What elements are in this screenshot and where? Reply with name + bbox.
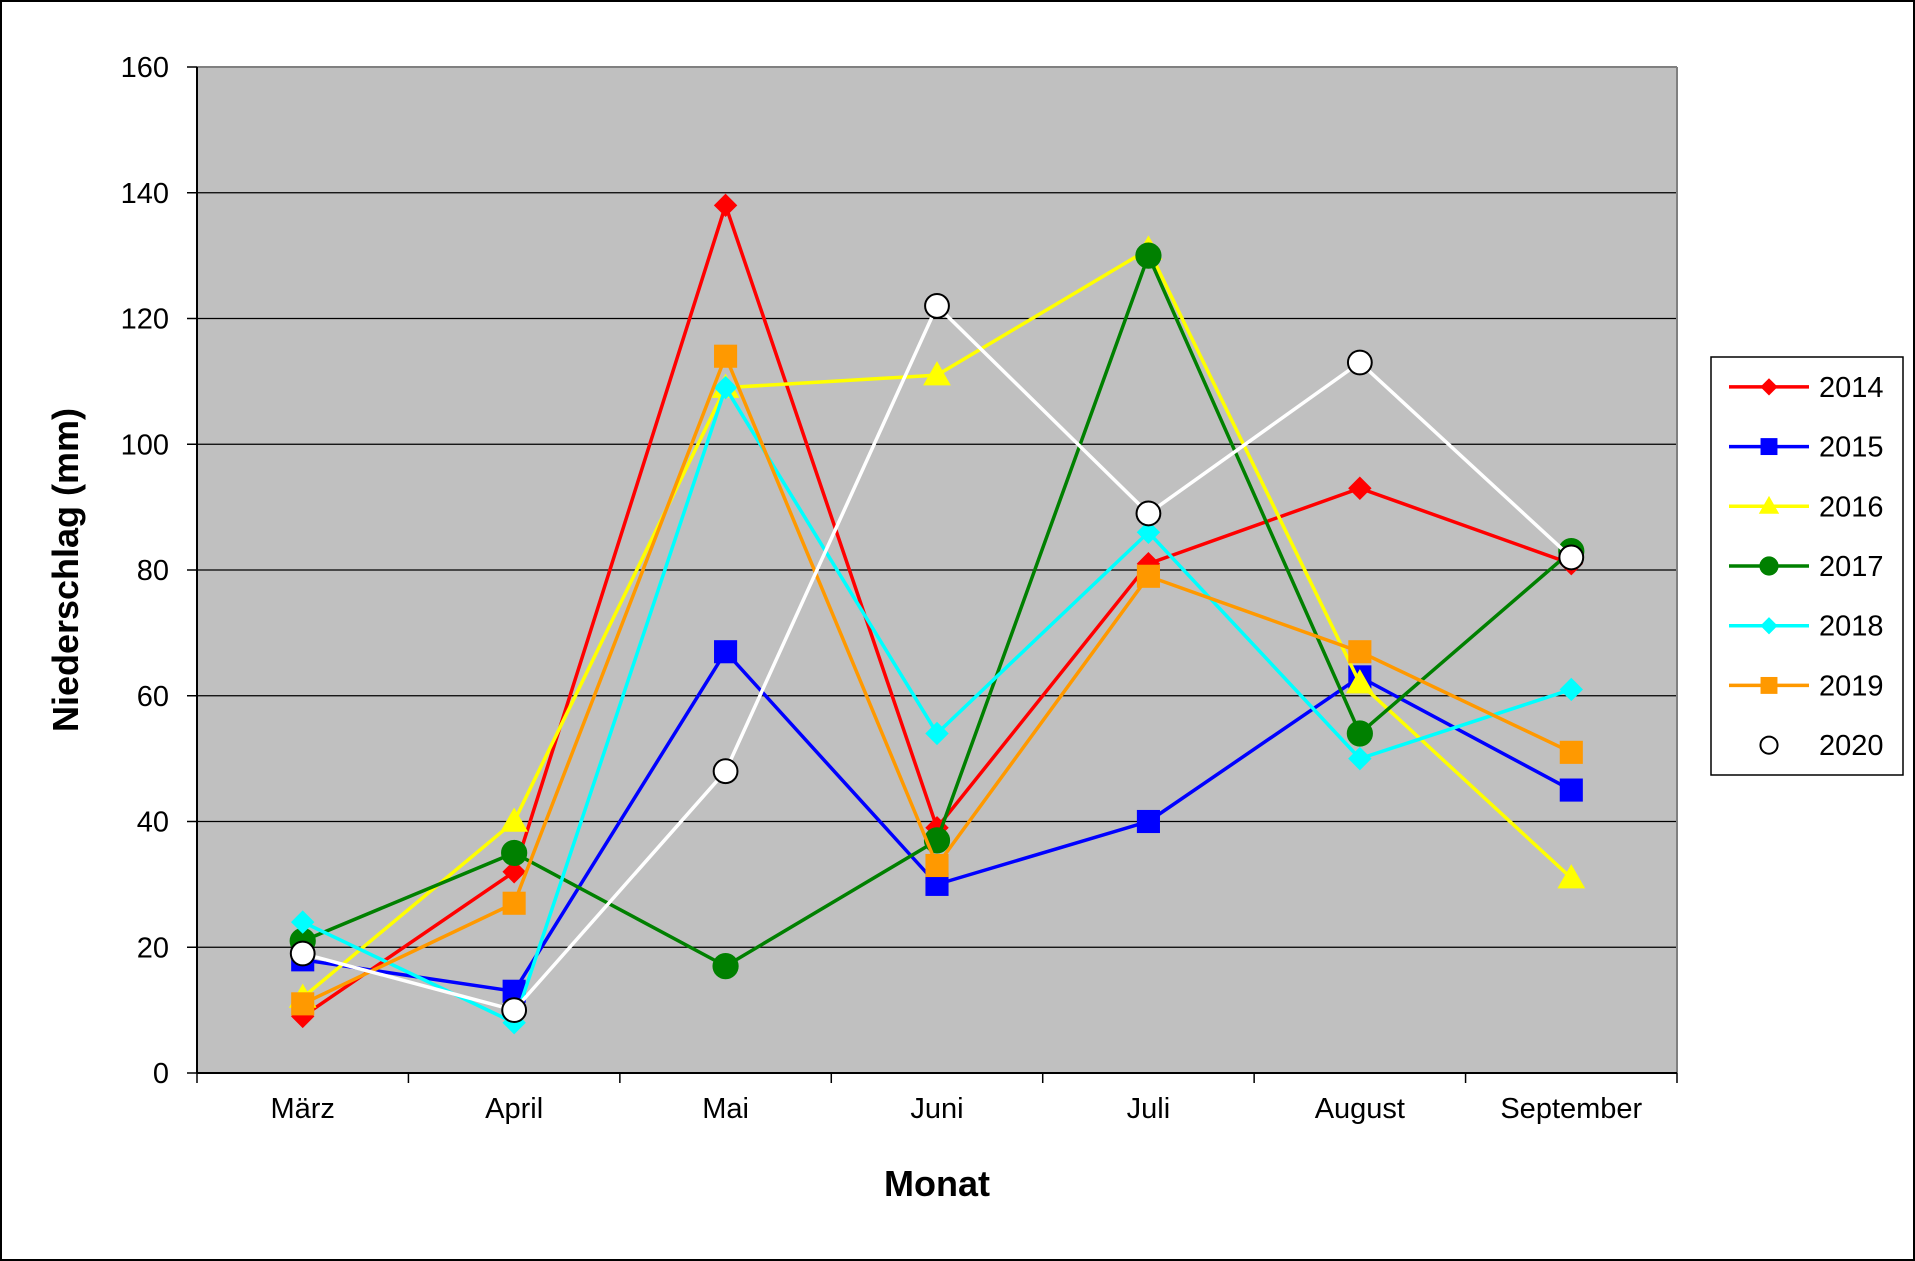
data-point-2020-6 (1558, 544, 1585, 571)
data-point-2014-1 (502, 860, 526, 884)
data-point-2019-0 (291, 992, 315, 1016)
data-point-2020-2 (712, 758, 739, 785)
legend-marker-2017 (1759, 556, 1779, 576)
series-2020 (289, 293, 1585, 1024)
axes (187, 66, 1678, 1083)
data-point-2019-5 (1348, 640, 1372, 664)
legend-marker-2015 (1760, 438, 1778, 456)
legend-item-2017: 2017 (1729, 551, 1884, 583)
legend: 2014 2015 2016 2017 2018 2019 2020 (1710, 356, 1904, 776)
x-tick-label-4: Juli (1127, 1093, 1171, 1125)
legend-item-2020: 2020 (1759, 730, 1884, 762)
data-point-2016-3 (923, 361, 951, 386)
data-point-2019-3 (925, 853, 949, 878)
data-point-2018-0 (291, 910, 315, 934)
data-point-2018-6 (1559, 677, 1583, 702)
legend-marker-2020 (1759, 735, 1779, 755)
y-tick-label-140: 140 (121, 178, 169, 210)
data-point-2014-5 (1348, 476, 1372, 500)
data-point-2017-2 (712, 953, 739, 980)
data-point-2015-6 (1559, 778, 1583, 802)
series-2019 (291, 344, 1583, 1016)
x-tick-label-3: Juni (910, 1093, 963, 1125)
data-point-2017-1 (501, 839, 528, 867)
data-point-2014-2 (713, 193, 738, 218)
x-tick-label-6: September (1500, 1093, 1642, 1125)
x-tick-labels: März April Mai Juni Juli August September (270, 1093, 1642, 1125)
data-point-2016-6 (1557, 864, 1586, 889)
data-point-2020-5 (1346, 349, 1373, 376)
legend-item-2019: 2019 (1729, 670, 1884, 702)
data-point-2018-5 (1348, 746, 1372, 771)
data-point-2020-1 (501, 997, 528, 1024)
x-axis-title: Monat (884, 1163, 990, 1204)
data-point-2020-3 (924, 293, 950, 319)
y-axis-title: Niederschlag (mm) (45, 408, 86, 732)
x-tick-label-1: April (485, 1093, 543, 1125)
data-point-2017-4 (1135, 242, 1162, 269)
x-tick-label-5: August (1315, 1093, 1405, 1125)
series-2017 (289, 242, 1585, 980)
legend-label-2020: 2020 (1819, 730, 1884, 762)
legend-marker-2014 (1760, 378, 1778, 396)
legend-item-2016: 2016 (1729, 491, 1884, 523)
y-tick-label-20: 20 (137, 932, 169, 964)
y-tick-label-100: 100 (121, 429, 169, 461)
legend-item-2018: 2018 (1729, 611, 1884, 643)
data-point-2019-4 (1136, 564, 1160, 588)
data-point-2018-3 (925, 721, 949, 746)
data-point-2018-2 (713, 375, 738, 400)
x-tick-label-0: März (270, 1093, 334, 1125)
data-point-2016-5 (1345, 669, 1374, 694)
data-point-2017-5 (1346, 720, 1373, 747)
y-tick-label-40: 40 (137, 807, 169, 839)
legend-label-2019: 2019 (1819, 670, 1884, 702)
y-tick-label-0: 0 (153, 1058, 169, 1090)
y-tick-label-80: 80 (137, 555, 169, 587)
data-point-2015-2 (714, 640, 738, 664)
data-point-2020-4 (1135, 500, 1162, 527)
x-tick-label-2: Mai (702, 1093, 749, 1125)
legend-marker-2018 (1760, 617, 1778, 635)
data-point-2020-0 (289, 940, 316, 967)
legend-marker-2016 (1758, 495, 1780, 514)
legend-marker-2019 (1760, 676, 1778, 694)
y-tick-labels: 0 20 40 60 80 100 120 140 160 (121, 52, 169, 1090)
y-tick-label-60: 60 (137, 681, 169, 713)
data-point-2015-4 (1136, 809, 1160, 834)
legend-label-2017: 2017 (1819, 551, 1884, 583)
series-layer (288, 193, 1586, 1035)
data-point-2019-2 (714, 344, 738, 368)
legend-item-2015: 2015 (1729, 432, 1884, 464)
legend-label-2015: 2015 (1819, 432, 1884, 464)
y-tick-label-120: 120 (121, 304, 169, 336)
legend-label-2016: 2016 (1819, 491, 1884, 523)
data-point-2019-1 (502, 891, 526, 915)
legend-label-2018: 2018 (1819, 611, 1884, 643)
legend-item-2014: 2014 (1729, 372, 1884, 404)
y-tick-label-160: 160 (121, 52, 169, 84)
legend-label-2014: 2014 (1819, 372, 1884, 404)
data-point-2018-4 (1136, 520, 1161, 544)
data-point-2016-1 (500, 807, 529, 832)
data-point-2019-6 (1559, 740, 1583, 764)
